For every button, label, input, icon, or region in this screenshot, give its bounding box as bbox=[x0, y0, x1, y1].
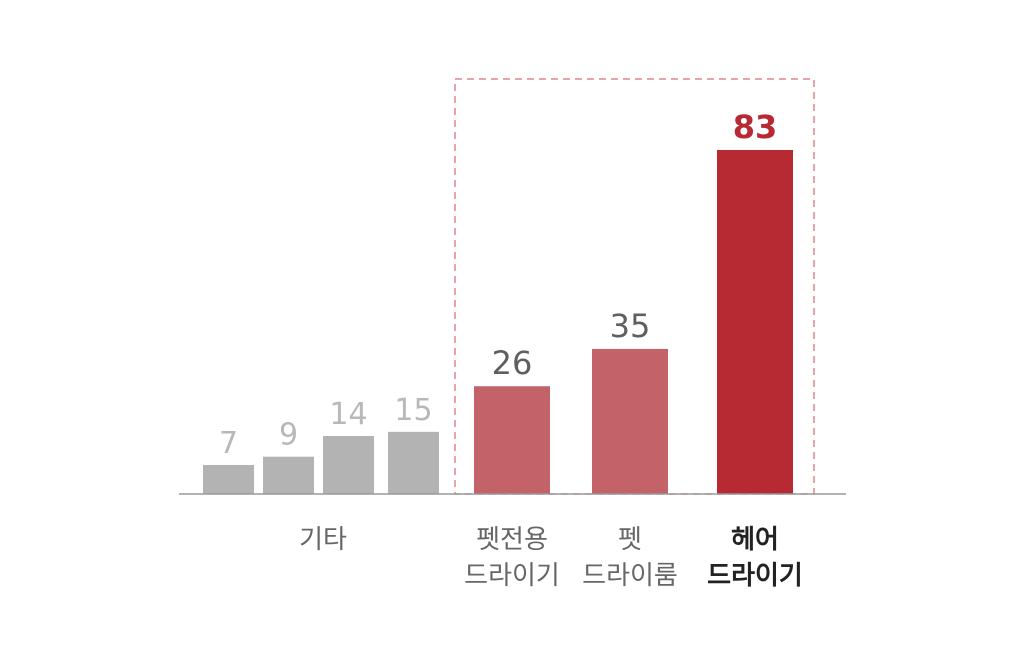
value-labels-group: 7 9 14 15 26 35 83 bbox=[219, 108, 777, 461]
value-label-2: 14 bbox=[329, 397, 367, 432]
category-labels-group: 펫전용 드라이기 펫 드라이룸 헤어 드라이기 bbox=[464, 525, 803, 591]
bar-4 bbox=[474, 386, 550, 494]
bar-0 bbox=[203, 464, 254, 494]
value-label-0: 7 bbox=[219, 426, 238, 461]
bars-group bbox=[203, 150, 793, 494]
value-label-4: 26 bbox=[492, 344, 533, 382]
value-label-1: 9 bbox=[279, 418, 298, 453]
bar-6 bbox=[717, 150, 793, 494]
bar-5 bbox=[592, 348, 668, 494]
bar-3 bbox=[388, 431, 439, 494]
value-label-3: 15 bbox=[394, 393, 432, 428]
category-label-6: 헤어 드라이기 bbox=[707, 525, 803, 591]
category-label-4: 펫전용 드라이기 bbox=[464, 525, 560, 591]
category-label-5: 펫 드라이룸 bbox=[582, 525, 678, 591]
value-label-6: 83 bbox=[733, 108, 778, 146]
value-label-5: 35 bbox=[610, 307, 651, 345]
bar-2 bbox=[323, 435, 374, 494]
category-label-other: 기타 bbox=[299, 525, 347, 555]
bar-1 bbox=[263, 456, 314, 494]
